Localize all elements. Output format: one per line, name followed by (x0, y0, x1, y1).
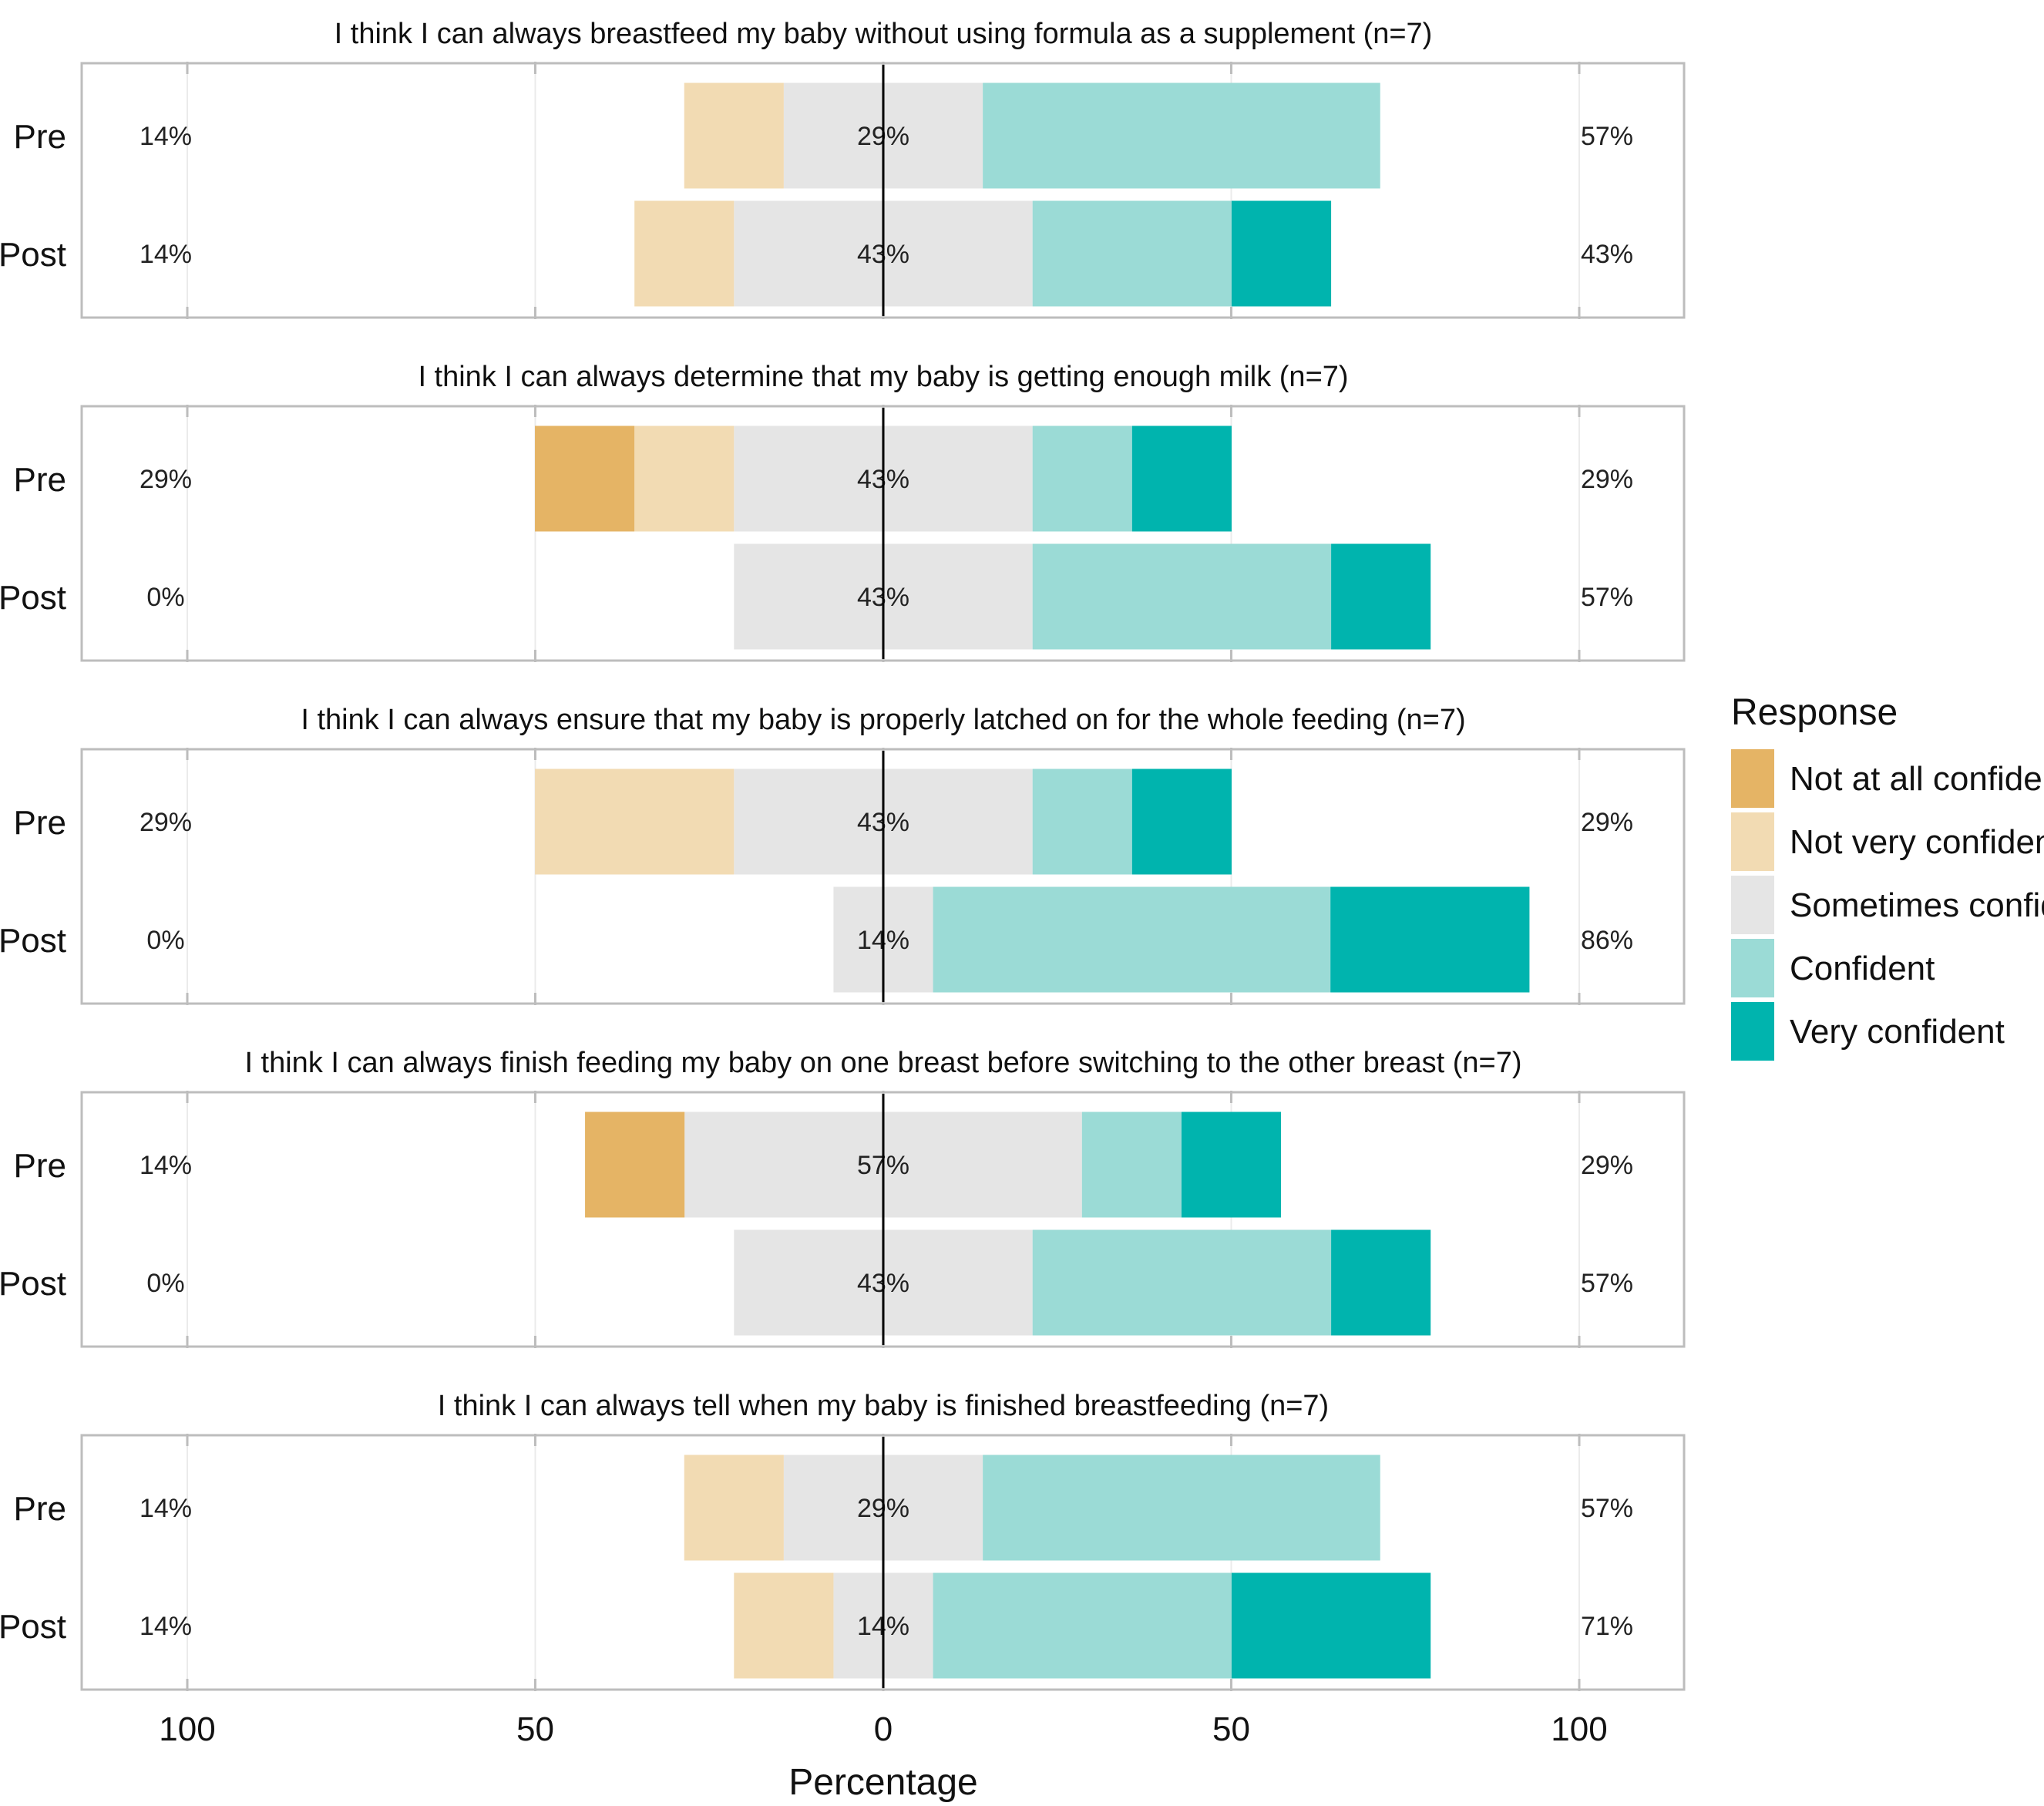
pct-left-label: 0% (146, 1269, 184, 1298)
row-label: Post (0, 236, 66, 274)
legend-swatch (1731, 876, 1774, 934)
legend-entry: Very confident (1790, 1013, 2005, 1051)
bar-segment (1231, 1572, 1431, 1679)
bar-segment (1181, 1112, 1282, 1218)
pct-right-label: 57% (1581, 122, 1633, 151)
panel: I think I can always determine that my b… (0, 361, 1686, 662)
panel: I think I can always ensure that my baby… (0, 704, 1686, 1005)
x-tick-label: 50 (1212, 1710, 1250, 1748)
bar-segment (1032, 200, 1232, 307)
pct-right-label: 43% (1581, 240, 1633, 269)
pct-left-label: 0% (146, 926, 184, 955)
panel: I think I can always tell when my baby i… (0, 1390, 1686, 1691)
pct-right-label: 29% (1581, 808, 1633, 837)
row-label: Pre (14, 461, 66, 499)
pct-right-label: 57% (1581, 1269, 1633, 1298)
bar-segment (535, 425, 635, 532)
bar-segment (1331, 543, 1431, 650)
panel-title: I think I can always ensure that my baby… (301, 704, 1465, 736)
legend-entry: Confident (1790, 950, 1935, 987)
bar-segment (983, 82, 1380, 189)
legend-swatch (1731, 939, 1774, 997)
bar-segment (684, 82, 784, 189)
pct-left-label: 0% (146, 583, 184, 612)
panel-title: I think I can always tell when my baby i… (438, 1390, 1329, 1422)
panel: I think I can always breastfeed my baby … (0, 18, 1686, 319)
row-label: Post (0, 1265, 66, 1303)
row-label: Pre (14, 1490, 66, 1528)
bar-segment (1331, 1229, 1431, 1336)
bar-segment (1032, 1229, 1332, 1336)
pct-right-label: 29% (1581, 465, 1633, 494)
legend-swatch (1731, 749, 1774, 808)
pct-left-label: 14% (140, 240, 192, 269)
row-label: Post (0, 1608, 66, 1646)
x-tick-label: 0 (874, 1710, 893, 1748)
pct-right-label: 86% (1581, 926, 1633, 955)
bar-segment (1131, 768, 1232, 875)
bar-segment (684, 1455, 784, 1561)
bar-segment (585, 1112, 685, 1218)
x-tick-label: 100 (1551, 1710, 1607, 1748)
legend: Response Not at all confident Not very con… (1731, 692, 2044, 1061)
bar-segment (933, 886, 1331, 993)
pct-left-label: 29% (140, 465, 192, 494)
pct-right-label: 57% (1581, 583, 1633, 612)
row-label: Post (0, 922, 66, 960)
pct-right-label: 29% (1581, 1151, 1633, 1180)
x-tick-label: 50 (516, 1710, 554, 1748)
pct-left-label: 14% (140, 1612, 192, 1641)
x-axis: 100 50 0 50 100 Percentage (159, 1710, 1607, 1803)
bar-segment (634, 200, 735, 307)
bar-segment (1032, 543, 1332, 650)
bar-segment (1032, 768, 1132, 875)
x-tick-label: 100 (159, 1710, 215, 1748)
row-label: Pre (14, 118, 66, 156)
bar-segment (535, 768, 735, 875)
row-label: Pre (14, 804, 66, 842)
pct-left-label: 14% (140, 122, 192, 151)
row-label: Post (0, 579, 66, 617)
panel-title: I think I can always determine that my b… (418, 361, 1348, 393)
bar-segment (734, 1572, 834, 1679)
legend-entry: Not very confident (1790, 823, 2044, 861)
bar-segment (1231, 200, 1332, 307)
bar-segment (1330, 886, 1530, 993)
pct-left-label: 29% (140, 808, 192, 837)
bar-segment (933, 1572, 1232, 1679)
legend-swatch (1731, 1002, 1774, 1061)
bar-segment (1032, 425, 1132, 532)
chart-panels: I think I can always breastfeed my baby … (0, 18, 1686, 1691)
legend-title: Response (1731, 692, 1898, 733)
pct-right-label: 57% (1581, 1494, 1633, 1523)
legend-entry: Sometimes confident (1790, 886, 2044, 924)
x-axis-title: Percentage (788, 1762, 978, 1803)
legend-entry: Not at all confident (1790, 760, 2044, 798)
panel-title: I think I can always breastfeed my baby … (335, 18, 1433, 50)
bar-segment (1131, 425, 1232, 532)
pct-right-label: 71% (1581, 1612, 1633, 1641)
panel: I think I can always finish feeding my b… (0, 1047, 1686, 1348)
bar-segment (1081, 1112, 1182, 1218)
panel-title: I think I can always finish feeding my b… (244, 1047, 1521, 1079)
row-label: Pre (14, 1147, 66, 1185)
bar-segment (983, 1455, 1380, 1561)
pct-left-label: 14% (140, 1494, 192, 1523)
pct-left-label: 14% (140, 1151, 192, 1180)
bar-segment (634, 425, 735, 532)
legend-swatch (1731, 812, 1774, 871)
